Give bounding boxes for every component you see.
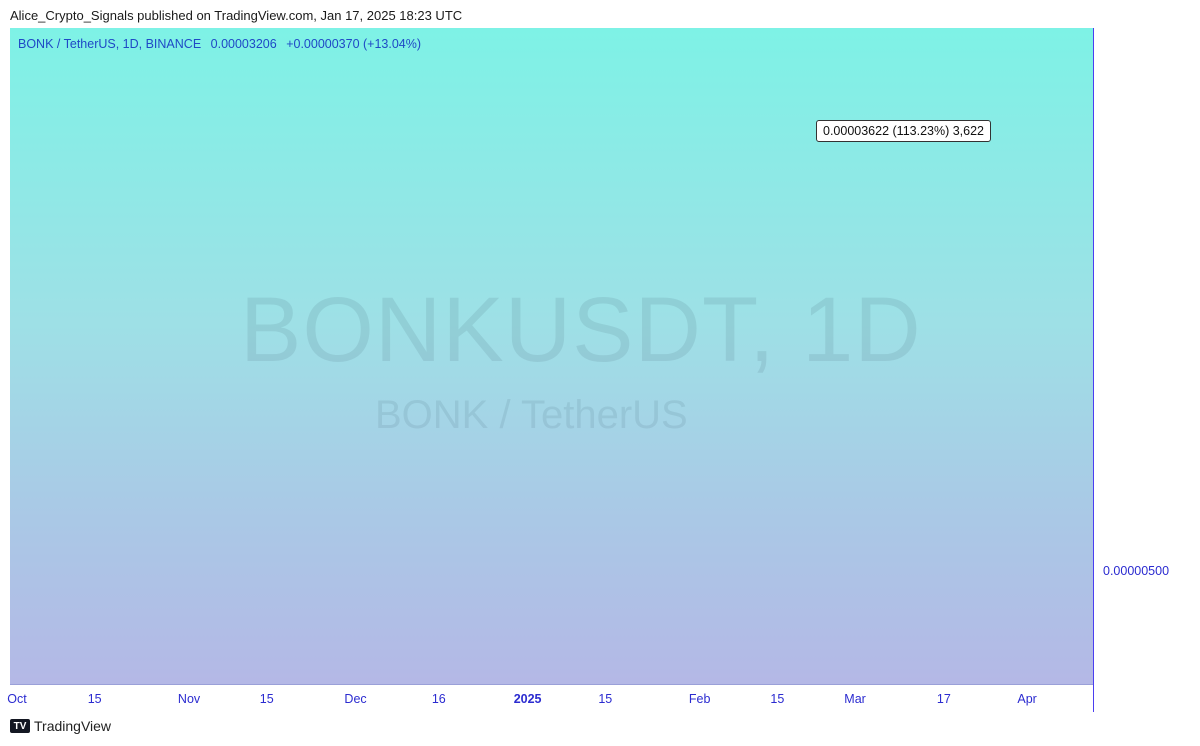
footer-brand[interactable]: TV TradingView xyxy=(10,718,111,734)
last-price: 0.00003206 xyxy=(210,37,277,51)
tradingview-logo-icon: TV xyxy=(10,719,30,733)
projection-callout: 0.00003622 (113.23%) 3,622 xyxy=(816,120,992,142)
time-tick-label: 15 xyxy=(87,692,102,706)
symbol-title: BONK / TetherUS, 1D, BINANCE xyxy=(18,37,202,51)
price-change: +0.00000370 (+13.04%) xyxy=(286,37,422,51)
time-tick-label: 16 xyxy=(431,692,446,706)
symbol-legend[interactable]: BONK / TetherUS, 1D, BINANCE 0.00003206 … xyxy=(18,37,427,51)
time-tick-label: Oct xyxy=(7,692,27,706)
time-tick-label: Nov xyxy=(177,692,201,706)
price-axis[interactable]: 0.000080000.000075000.000070000.00006500… xyxy=(1093,28,1200,712)
time-tick-label: 15 xyxy=(770,692,785,706)
publisher-header: Alice_Crypto_Signals published on Tradin… xyxy=(10,8,463,23)
chart-pane[interactable]: BONKUSDT, 1D BONK / TetherUS BONK / Teth… xyxy=(10,28,1093,684)
brand-name: TradingView xyxy=(34,718,112,734)
price-tick-label: 0.00000500 xyxy=(1103,564,1170,579)
watermark-name: BONK / TetherUS xyxy=(375,393,688,437)
watermark-symbol: BONKUSDT, 1D xyxy=(240,279,922,381)
time-tick-label: 2025 xyxy=(513,692,542,706)
time-tick-label: Feb xyxy=(688,692,711,706)
time-tick-label: 17 xyxy=(936,692,951,706)
time-tick-label: Apr xyxy=(1017,692,1037,706)
time-tick-label: Mar xyxy=(844,692,866,706)
time-tick-label: 15 xyxy=(598,692,613,706)
time-tick-label: 15 xyxy=(259,692,274,706)
time-axis[interactable]: Oct 15 Nov 15 Dec 16 2025 15 Feb 15 Mar 17 Apr xyxy=(7,684,1093,713)
time-tick-label: Dec xyxy=(344,692,367,706)
